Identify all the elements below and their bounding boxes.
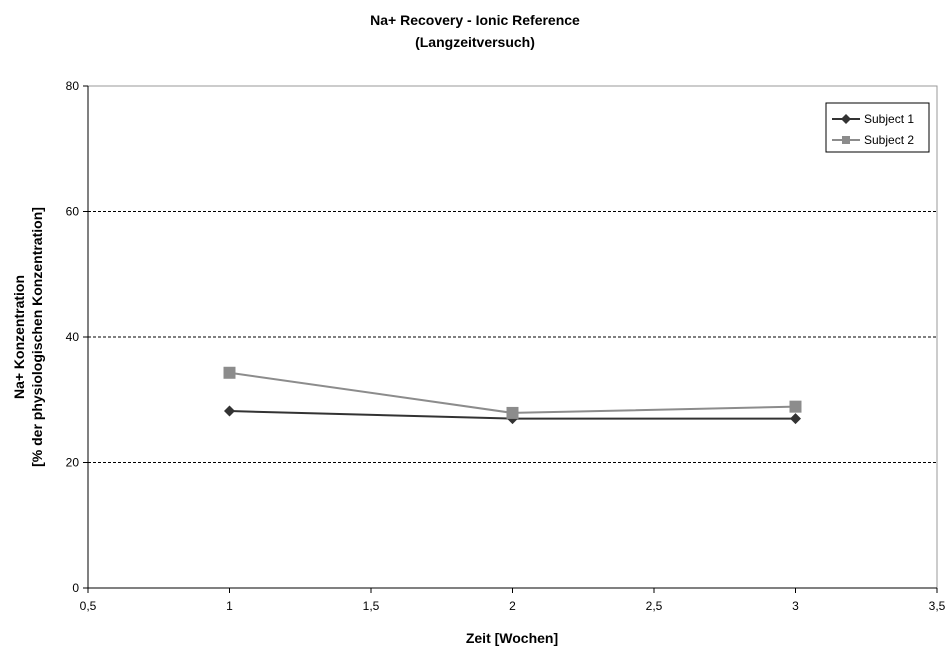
- y-axis-title: Na+ Konzentration: [11, 275, 27, 399]
- series-lines: [223, 366, 802, 425]
- x-tick-label-4: 2,5: [646, 599, 663, 613]
- gridlines: [88, 211, 937, 463]
- y-tick-label-4: 80: [66, 79, 80, 93]
- y-axis-title-group: Na+ Konzentration [% der physiologischen…: [11, 207, 45, 467]
- x-tick-label-1: 1: [226, 599, 233, 613]
- legend: Subject 1 Subject 2: [825, 102, 930, 153]
- data-point-subject-2-1: [506, 406, 519, 419]
- y-tick-label-3: 60: [66, 205, 80, 219]
- x-tick-label-5: 3: [792, 599, 799, 613]
- data-point-subject-1-2: [790, 413, 801, 425]
- y-tick-label-0: 0: [72, 581, 79, 595]
- x-axis-title: Zeit [Wochen]: [466, 630, 558, 646]
- data-point-subject-1-0: [224, 405, 235, 417]
- data-point-subject-2-0: [223, 366, 236, 379]
- tick-labels: 0 20 40 60 80 0,5 1 1,5 2 2,5 3 3,5: [66, 79, 946, 613]
- x-tick-label-0: 0,5: [80, 599, 97, 613]
- x-tick-label-2: 1,5: [363, 599, 380, 613]
- data-point-subject-2-2: [789, 400, 802, 413]
- legend-label-subject-1: Subject 1: [864, 112, 914, 126]
- x-tick-label-3: 2: [509, 599, 516, 613]
- legend-marker-subject-2: [842, 136, 850, 144]
- y-axis-title-unit: [% der physiologischen Konzentration]: [29, 207, 45, 467]
- legend-label-subject-2: Subject 2: [864, 133, 914, 147]
- chart-subtitle: (Langzeitversuch): [415, 34, 535, 50]
- x-tick-label-6: 3,5: [929, 599, 946, 613]
- legend-marker-subject-1: [841, 114, 851, 124]
- y-tick-label-2: 40: [66, 330, 80, 344]
- y-tick-label-1: 20: [66, 456, 80, 470]
- chart-title: Na+ Recovery - Ionic Reference: [370, 12, 580, 28]
